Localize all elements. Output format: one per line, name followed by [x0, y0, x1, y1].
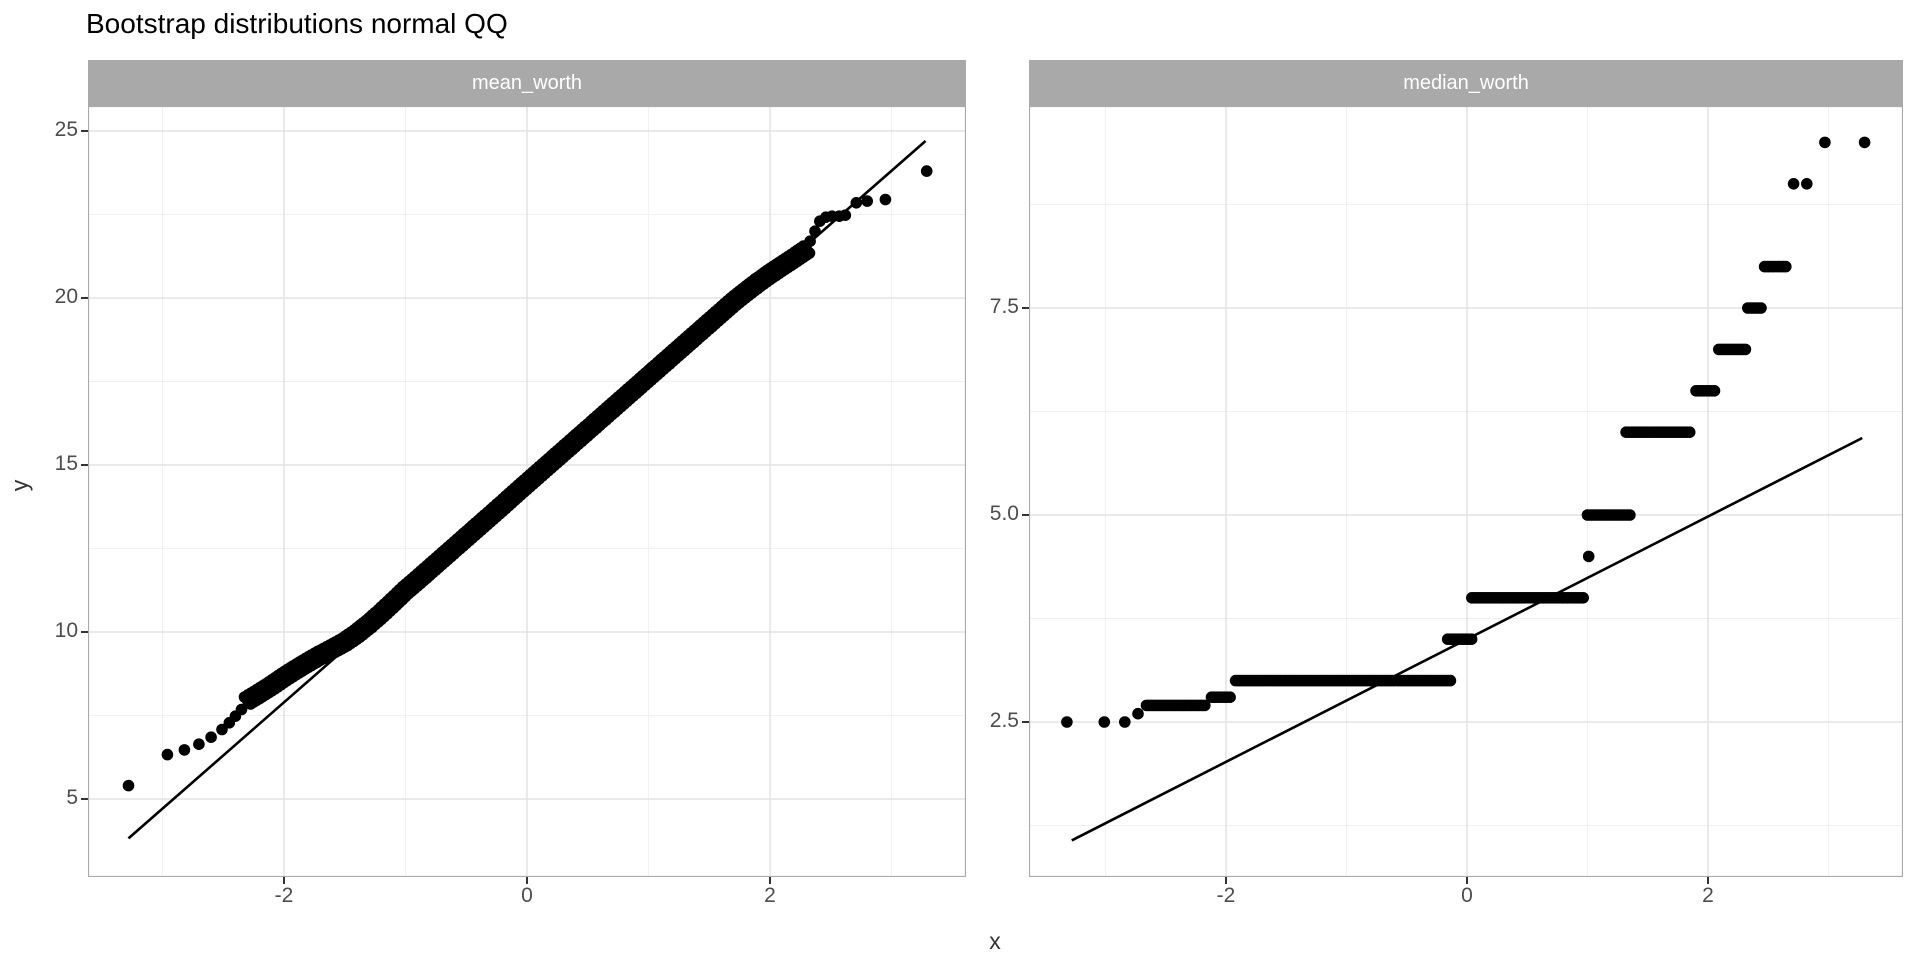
y-tick-label: 7.5	[989, 295, 1019, 318]
y-tick-mark	[81, 297, 88, 299]
x-tick-mark	[283, 877, 285, 884]
data-point	[1199, 699, 1211, 712]
data-point	[1132, 707, 1144, 720]
data-point	[850, 197, 863, 209]
data-point	[1780, 260, 1792, 273]
y-tick-mark	[1022, 307, 1029, 309]
data-point	[839, 209, 852, 221]
data-point	[1119, 716, 1131, 728]
panel-mean-worth	[88, 106, 966, 877]
y-tick-mark	[1022, 514, 1029, 516]
x-tick-label: 2	[1702, 884, 1714, 907]
x-tick-mark	[1707, 877, 1709, 884]
data-point	[1444, 674, 1457, 687]
data-point	[1465, 633, 1478, 645]
data-point	[1582, 550, 1595, 563]
data-point	[879, 193, 892, 206]
data-point	[861, 195, 873, 207]
x-axis-title: x	[989, 928, 1001, 954]
data-point	[1858, 136, 1871, 149]
facet-strip-mean-worth: mean_worth	[88, 60, 966, 106]
data-point	[161, 748, 174, 761]
data-point	[178, 744, 191, 756]
data-point	[1739, 343, 1752, 356]
data-point	[920, 165, 933, 177]
panel-border	[1029, 106, 1903, 877]
data-point	[797, 240, 810, 252]
facet-strip-label: mean_worth	[471, 71, 583, 94]
data-point	[1801, 178, 1813, 190]
x-tick-label: -2	[274, 884, 294, 907]
y-tick-mark	[81, 130, 88, 132]
facet-strip-median-worth: median_worth	[1029, 60, 1903, 106]
y-tick-mark	[81, 464, 88, 466]
data-point	[1061, 716, 1073, 728]
data-point	[1624, 509, 1636, 521]
data-point	[1098, 716, 1111, 728]
data-point	[1755, 302, 1767, 314]
x-tick-mark	[526, 877, 528, 884]
x-tick-label: -2	[1216, 884, 1236, 907]
data-point	[1683, 426, 1696, 439]
facet-strip-label: median_worth	[1403, 71, 1529, 94]
data-point	[235, 703, 248, 716]
data-point	[216, 723, 228, 736]
y-axis-title: y	[6, 479, 33, 492]
y-tick-mark	[81, 631, 88, 633]
y-tick-label: 5.0	[989, 502, 1019, 525]
y-tick-label: 2.5	[989, 709, 1019, 732]
y-tick-label: 10	[54, 619, 78, 642]
data-point	[193, 738, 205, 750]
y-tick-label: 5	[66, 786, 78, 809]
y-tick-mark	[81, 798, 88, 800]
panel-border	[88, 106, 966, 877]
x-tick-label: 0	[1461, 884, 1473, 907]
data-point	[205, 731, 217, 743]
data-point	[122, 779, 135, 792]
data-point	[809, 225, 821, 237]
data-point	[1708, 385, 1721, 397]
y-tick-mark	[1022, 721, 1029, 723]
chart-title: Bootstrap distributions normal QQ	[86, 8, 508, 39]
x-tick-mark	[1225, 877, 1227, 884]
y-tick-label: 25	[54, 118, 78, 141]
data-point	[1819, 136, 1831, 149]
x-tick-label: 0	[521, 884, 533, 907]
x-tick-mark	[1466, 877, 1468, 884]
y-tick-label: 15	[54, 452, 78, 475]
data-point	[1787, 178, 1800, 190]
x-tick-label: 2	[764, 884, 776, 907]
data-point	[1224, 691, 1236, 703]
x-tick-mark	[769, 877, 771, 884]
data-point	[1577, 592, 1589, 604]
y-tick-label: 20	[54, 285, 78, 308]
panel-median-worth	[1029, 106, 1903, 877]
